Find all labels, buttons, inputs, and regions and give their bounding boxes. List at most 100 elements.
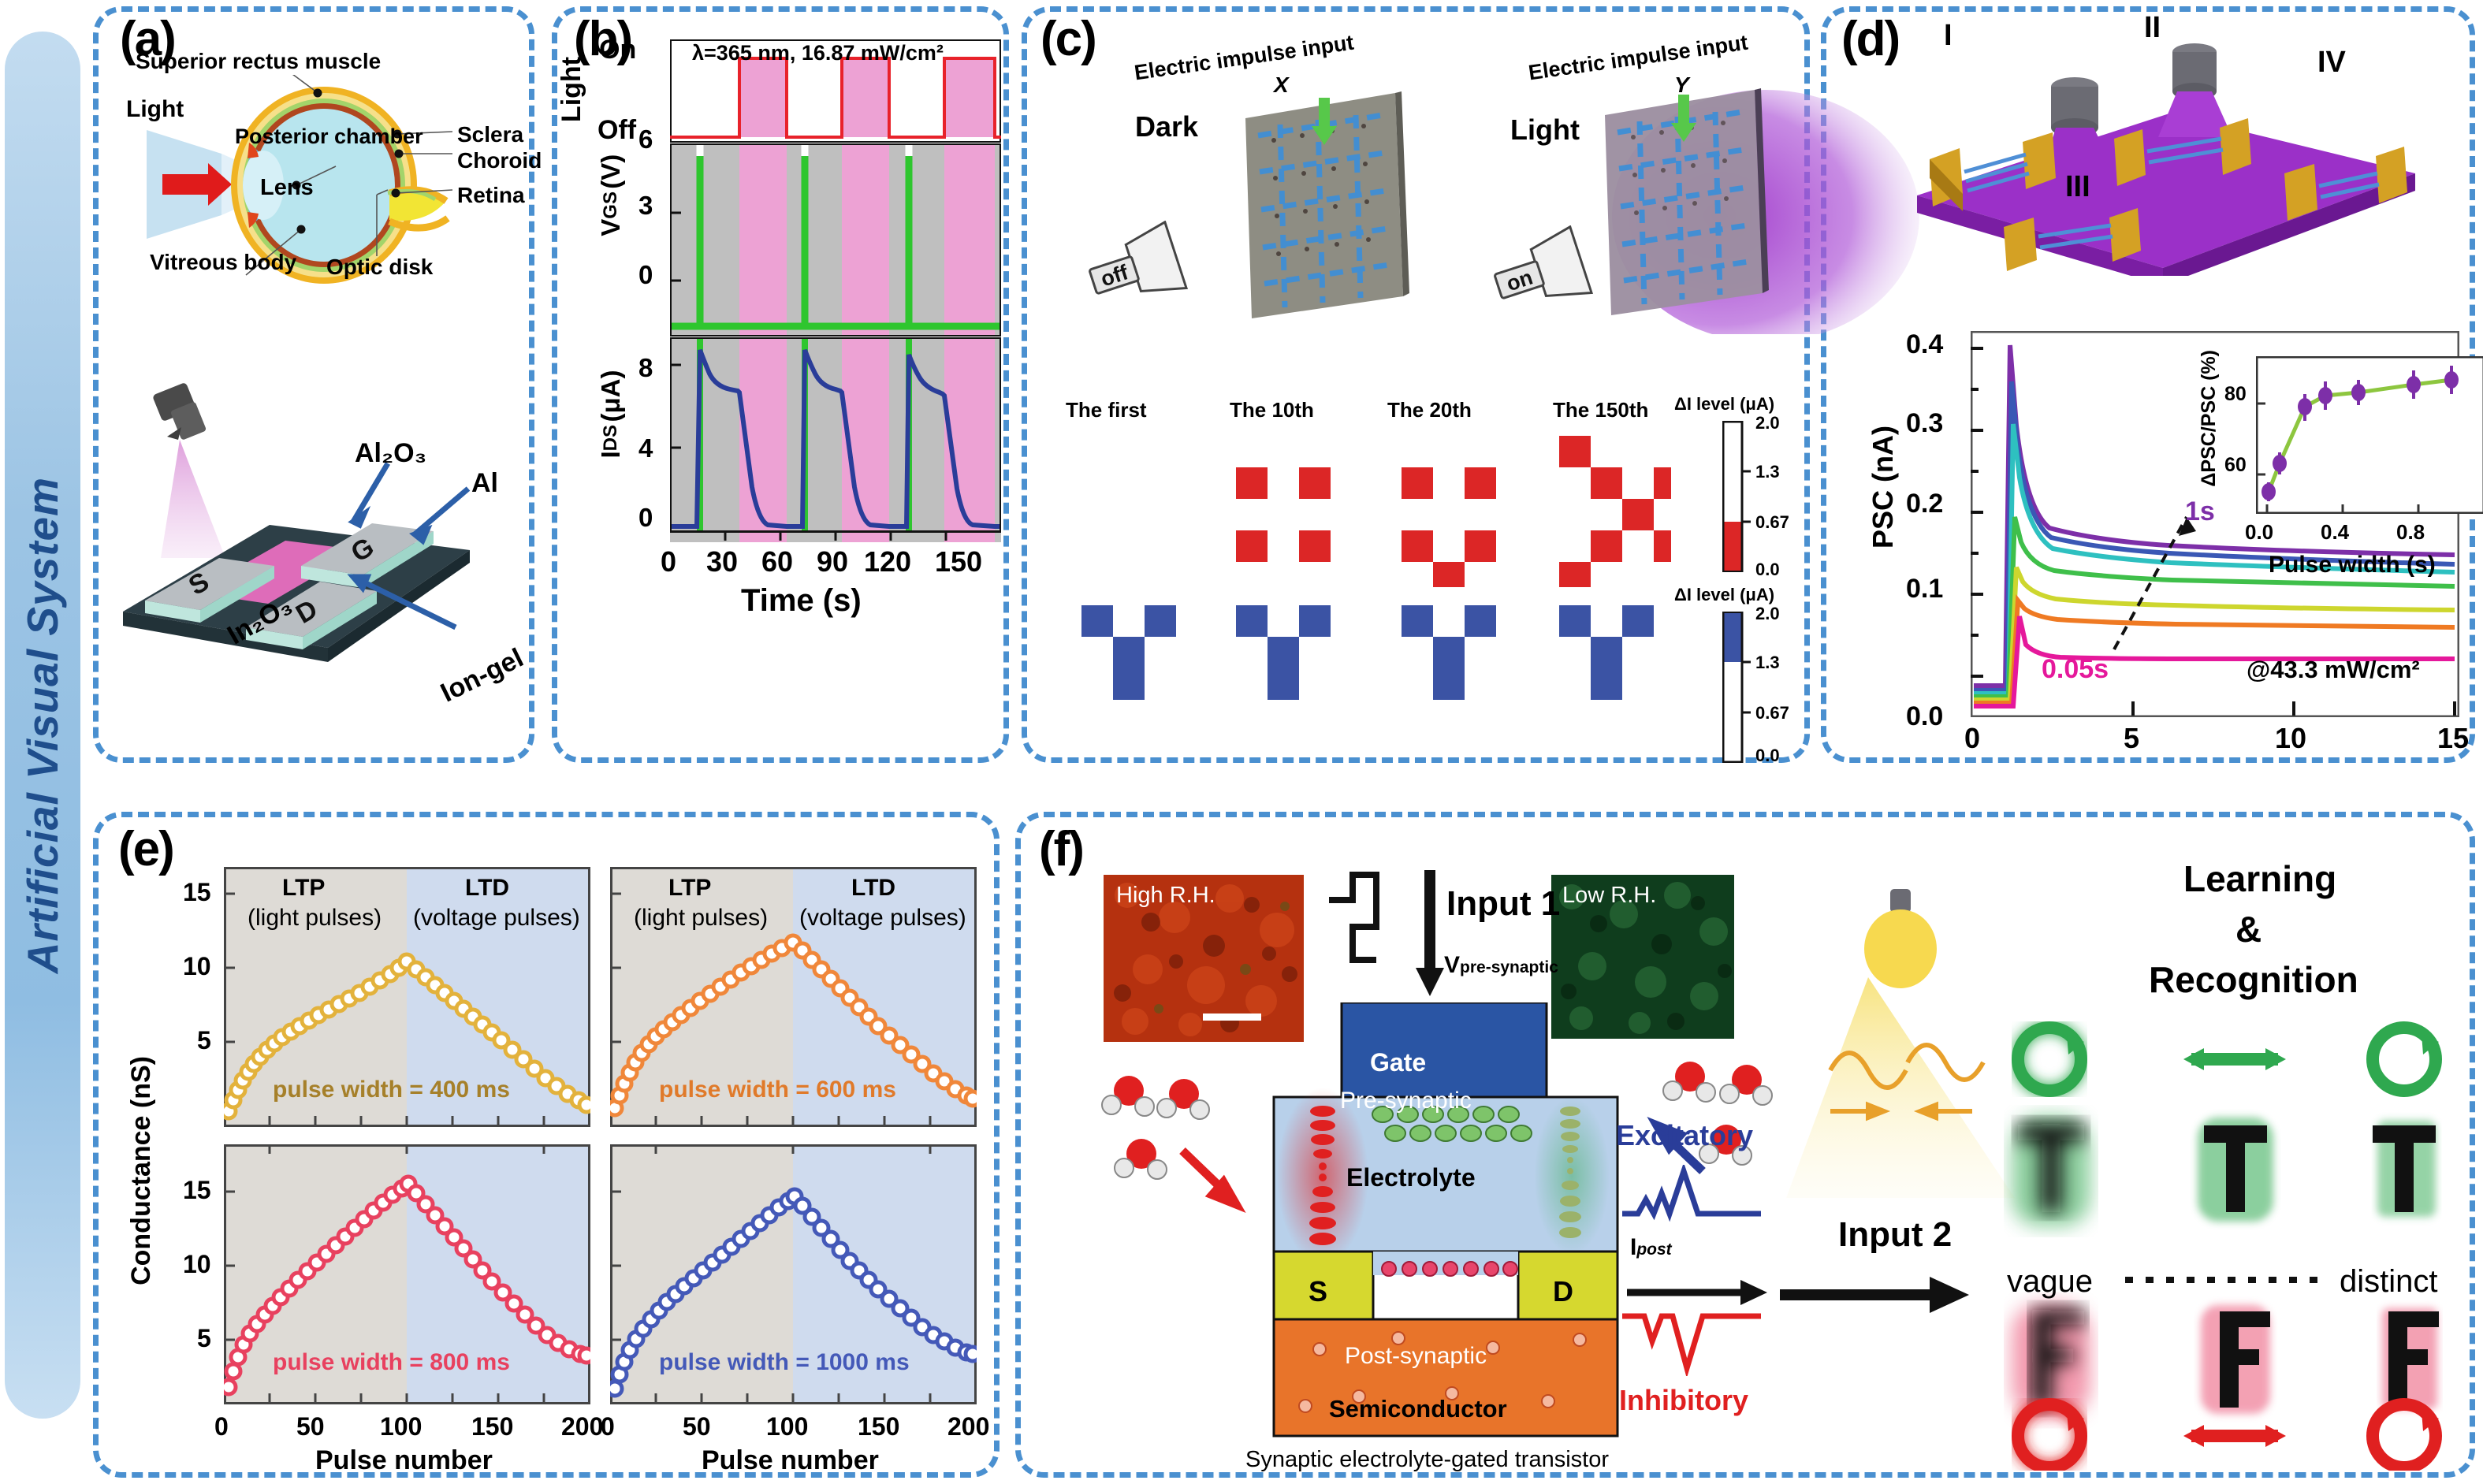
e1-ltd-sub: (voltage pulses) [413,905,580,931]
recognition-glyph-grid [2012,1021,2442,1471]
v-symbol: V [1444,952,1461,978]
e-right-xtick-150: 150 [858,1412,900,1441]
water-molecules-left [1101,1076,1246,1213]
e-plot-400ms [224,867,590,1127]
psc-xtick-0: 0 [1964,722,1981,754]
axis-light-on: On [599,35,637,65]
optic-disk-text: Optic disk [326,255,434,279]
panel-f-border [1015,812,2475,1478]
lightbulb-input2-icon [1786,889,2015,1198]
device-schematic: S D G [123,383,471,662]
e-right-xaxis-title: Pulse number [702,1445,879,1475]
psc-label-1s: 1s [2185,497,2215,526]
e1-ytick-5: 5 [197,1026,211,1054]
panel-b-vgs-plot [670,143,1001,337]
light-array-illustration [1605,88,1919,334]
ids-subscript: DS [600,425,621,452]
e2-caption: pulse width = 600 ms [659,1077,896,1103]
dark-array-illustration [1245,91,1409,318]
panel-e-label: (e) [118,822,175,876]
post-synaptic-label: Post-synaptic [1345,1343,1487,1369]
axis-light-title: Light [557,57,586,123]
stage-label-20th: The 20th [1387,398,1472,422]
amp-title: & [2235,909,2262,950]
psc-xtick-5: 5 [2124,722,2140,754]
e-left-xtick-100: 100 [380,1412,423,1441]
colorbar-blue [1722,612,1751,763]
colorbar-red [1722,421,1751,572]
drain-electrode: D [246,582,377,649]
low-rh-micrograph [1551,875,1734,1039]
source-electrode: S [145,558,274,623]
e2-ltp-title: LTP [668,875,712,901]
panel-b-ids-plot [670,337,1001,542]
label-superior-rectus: Superior rectus muscle [136,49,382,73]
panel-a-label: (a) [120,12,177,66]
inset-yaxis-title: ΔPSC/PSC (%) [2198,350,2220,487]
colorbar-blue-tick-0: 0.0 [1755,746,1780,765]
axis-ids-tick-0: 0 [638,503,653,532]
e1-ytick-10: 10 [183,952,211,980]
distinct-label: distinct [2340,1264,2438,1299]
impulse-input-right-symbol: Y [1674,73,1689,97]
ipost-arrow [1627,1280,1767,1305]
vague-distinct-divider [2125,1277,2324,1283]
blue-pixel-maps [1081,605,1654,700]
label-retina: Retina [457,183,525,207]
inset-xaxis-title: Pulse width (s) [2269,552,2436,578]
label-al: Al [471,468,498,498]
e-plot-800ms [224,1144,590,1404]
high-rh-micrograph [1104,875,1304,1042]
panel-e-border [93,812,1000,1478]
roman-numeral-II: II [2144,11,2161,44]
high-rh-label: High R.H. [1116,883,1215,908]
e-plot-600ms [610,867,977,1127]
label-vitreous-body: Vitreous body [150,251,296,273]
e1-ltd-title: LTD [465,875,510,901]
colorbar-red-tick-13: 1.3 [1755,462,1780,482]
axis-ids-title: IDS (μA) [596,370,626,459]
dark-label: Dark [1135,110,1199,143]
e3-ytick-10: 10 [183,1250,211,1278]
panel-b-border [552,6,1009,763]
e3-caption: pulse width = 800 ms [273,1349,510,1375]
label-sclera: Sclera [457,122,524,147]
posterior-chamber-text: Posterior chamber [235,125,423,148]
axis-vgs-tick-3: 3 [638,191,653,220]
inset-ytick-60: 60 [2224,454,2247,476]
axis-vgs-title: VGS (V) [596,154,626,236]
colorbar-blue-tick-067: 0.67 [1755,703,1789,723]
roman-numeral-III: III [2065,170,2090,203]
psc-xtick-15: 15 [2437,722,2470,754]
panel-e-yaxis-title: Conductance (nS) [126,1056,156,1285]
vitreous-body-text: Vitreous body [150,250,297,274]
low-rh-label: Low R.H. [1562,883,1657,908]
array-device-3d [1917,43,2415,276]
e1-ytick-15: 15 [183,878,211,906]
gate-label: Gate [1370,1048,1427,1077]
gate-electrode: G [301,523,434,588]
label-light: Light [126,96,184,122]
lamp-on-icon: on [1494,225,1594,299]
axis-light-off: Off [597,115,637,145]
e-left-xtick-0: 0 [214,1412,229,1441]
e-plot-1000ms [610,1144,977,1404]
psc-ytick-01: 0.1 [1906,574,1944,604]
excitatory-label: Excitatory [1616,1119,1754,1151]
colorbar-red-tick-0: 0.0 [1755,560,1780,579]
xtick-b-150: 150 [935,545,983,578]
panel-b-label: (b) [574,12,633,66]
vertical-banner: Artificial Visual System [5,32,80,1419]
label-posterior-chamber: Posterior chamber [235,125,423,148]
e-left-xaxis-title: Pulse number [315,1445,493,1475]
label-choroid: Choroid [457,148,542,173]
transistor-stack [1272,1002,1619,1438]
inset-xtick-04: 0.4 [2321,520,2350,544]
e4-caption: pulse width = 1000 ms [659,1349,910,1375]
psc-label-005s: 0.05s [2042,654,2109,684]
xtick-b-30: 30 [706,545,739,578]
psc-xtick-10: 10 [2275,722,2307,754]
lamp-off-icon: off [1089,221,1189,295]
stage-label-10th: The 10th [1230,398,1314,422]
vgs-unit: (V) [596,154,625,189]
